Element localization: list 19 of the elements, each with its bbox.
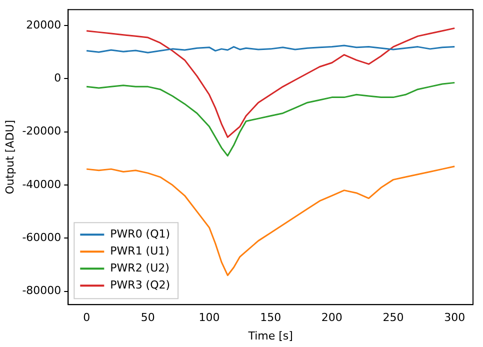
- y-tick-label: 0: [54, 72, 62, 85]
- legend-label: PWR0 (Q1): [110, 227, 170, 240]
- y-tick-label: -60000: [22, 231, 62, 244]
- x-tick-label: 0: [83, 311, 90, 324]
- legend-label: PWR2 (U2): [110, 261, 170, 274]
- x-tick-label: 50: [140, 311, 155, 324]
- x-axis-title: Time [s]: [247, 329, 293, 342]
- y-axis-title: Output [ADU]: [3, 120, 16, 194]
- x-tick-label: 300: [444, 311, 466, 324]
- x-tick-label: 100: [198, 311, 220, 324]
- x-tick-label: 250: [382, 311, 404, 324]
- legend-label: PWR3 (Q2): [110, 278, 170, 292]
- legend-label: PWR1 (U1): [110, 244, 170, 258]
- y-tick-label: -80000: [22, 284, 62, 298]
- x-tick-label: 200: [321, 311, 342, 324]
- x-tick-label: 150: [260, 311, 282, 324]
- y-tick-label: -40000: [22, 178, 62, 191]
- y-tick-label: -20000: [22, 124, 62, 138]
- y-tick-label: 20000: [26, 18, 62, 32]
